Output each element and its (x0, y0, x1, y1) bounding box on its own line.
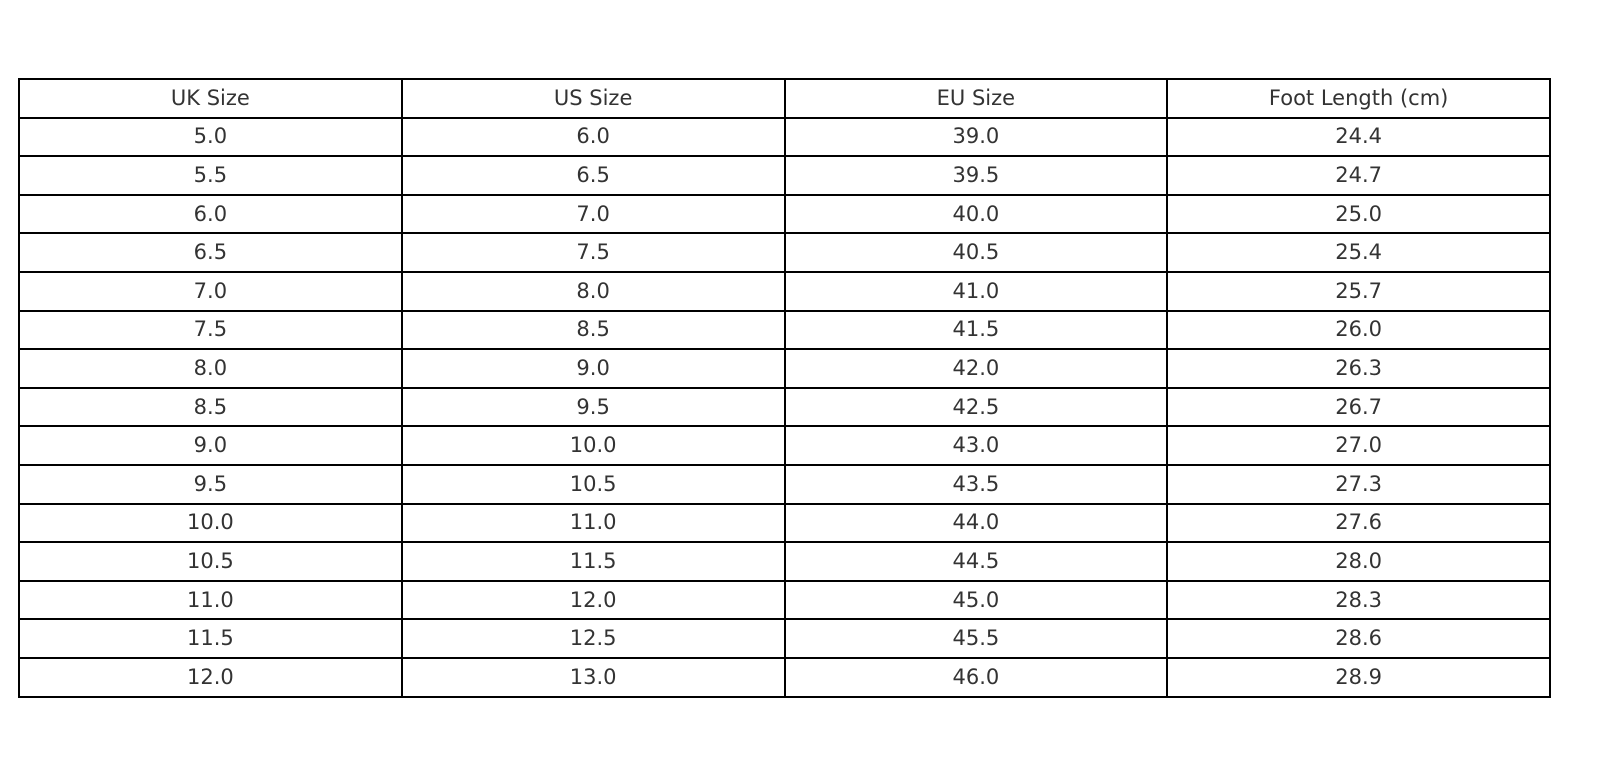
table-cell: 41.5 (783, 309, 1169, 351)
table-cell: 28.0 (1166, 541, 1551, 582)
table-cell: 26.0 (1166, 309, 1551, 351)
table-cell: 11.5 (400, 541, 786, 582)
table-cell: 42.5 (783, 386, 1169, 428)
table-row: 7.0 8.0 41.0 25.7 (18, 270, 1551, 312)
table-cell: 8.0 (18, 348, 403, 389)
table-cell: 24.7 (1166, 155, 1551, 196)
table-cell: 27.3 (1166, 463, 1551, 505)
table-cell: 11.0 (18, 579, 403, 621)
table-cell: 46.0 (783, 656, 1169, 698)
table-cell: 27.0 (1166, 425, 1551, 466)
table-cell: 13.0 (400, 656, 786, 698)
table-cell: 45.0 (783, 579, 1169, 621)
table-cell: 7.5 (400, 232, 786, 273)
table-cell: 8.0 (400, 270, 786, 312)
table-cell: 9.0 (400, 348, 786, 389)
table-row: 6.5 7.5 40.5 25.4 (18, 232, 1551, 273)
table-cell: 7.5 (18, 309, 403, 351)
table-header-row: UK Size US Size EU Size Foot Length (cm) (18, 78, 1551, 119)
table-cell: 42.0 (783, 348, 1169, 389)
table-cell: 40.5 (783, 232, 1169, 273)
table-cell: 9.5 (400, 386, 786, 428)
table-cell: 11.5 (18, 618, 403, 659)
column-header: US Size (400, 78, 786, 119)
table-cell: 6.0 (400, 116, 786, 158)
table-cell: 24.4 (1166, 116, 1551, 158)
table-row: 5.5 6.5 39.5 24.7 (18, 155, 1551, 196)
table-row: 9.5 10.5 43.5 27.3 (18, 463, 1551, 505)
table-cell: 28.9 (1166, 656, 1551, 698)
table-cell: 44.0 (783, 502, 1169, 544)
table-cell: 25.4 (1166, 232, 1551, 273)
table-cell: 10.5 (400, 463, 786, 505)
table-cell: 6.5 (400, 155, 786, 196)
table-cell: 7.0 (18, 270, 403, 312)
table-cell: 12.5 (400, 618, 786, 659)
table-row: 10.5 11.5 44.5 28.0 (18, 541, 1551, 582)
table-cell: 27.6 (1166, 502, 1551, 544)
table-cell: 12.0 (18, 656, 403, 698)
column-header: EU Size (783, 78, 1169, 119)
table-row: 11.5 12.5 45.5 28.6 (18, 618, 1551, 659)
column-header: Foot Length (cm) (1166, 78, 1551, 119)
table-cell: 40.0 (783, 193, 1169, 235)
column-header: UK Size (18, 78, 403, 119)
table-cell: 39.5 (783, 155, 1169, 196)
table-row: 8.5 9.5 42.5 26.7 (18, 386, 1551, 428)
table-cell: 6.5 (18, 232, 403, 273)
table-cell: 7.0 (400, 193, 786, 235)
table-cell: 28.3 (1166, 579, 1551, 621)
table-cell: 9.5 (18, 463, 403, 505)
table-row: 7.5 8.5 41.5 26.0 (18, 309, 1551, 351)
table-cell: 41.0 (783, 270, 1169, 312)
table-cell: 43.5 (783, 463, 1169, 505)
table-cell: 5.0 (18, 116, 403, 158)
table-cell: 25.7 (1166, 270, 1551, 312)
table-cell: 25.0 (1166, 193, 1551, 235)
table-cell: 10.0 (400, 425, 786, 466)
table-cell: 8.5 (400, 309, 786, 351)
table-cell: 10.5 (18, 541, 403, 582)
table-cell: 45.5 (783, 618, 1169, 659)
table-cell: 8.5 (18, 386, 403, 428)
size-conversion-table: UK Size US Size EU Size Foot Length (cm) 5.… (18, 78, 1551, 698)
table-cell: 39.0 (783, 116, 1169, 158)
table-row: 10.0 11.0 44.0 27.6 (18, 502, 1551, 544)
table-cell: 5.5 (18, 155, 403, 196)
table-row: 11.0 12.0 45.0 28.3 (18, 579, 1551, 621)
table-cell: 10.0 (18, 502, 403, 544)
table-cell: 9.0 (18, 425, 403, 466)
table-row: 5.0 6.0 39.0 24.4 (18, 116, 1551, 158)
table-row: 8.0 9.0 42.0 26.3 (18, 348, 1551, 389)
table-cell: 28.6 (1166, 618, 1551, 659)
table-body: 5.0 6.0 39.0 24.4 5.5 6.5 39.5 24.7 6.0 7.0 40.0 25… (18, 116, 1551, 698)
table-cell: 11.0 (400, 502, 786, 544)
table-cell: 26.7 (1166, 386, 1551, 428)
table-row: 12.0 13.0 46.0 28.9 (18, 656, 1551, 698)
table-cell: 26.3 (1166, 348, 1551, 389)
table-cell: 12.0 (400, 579, 786, 621)
table-cell: 44.5 (783, 541, 1169, 582)
table-row: 6.0 7.0 40.0 25.0 (18, 193, 1551, 235)
table-cell: 43.0 (783, 425, 1169, 466)
table-row: 9.0 10.0 43.0 27.0 (18, 425, 1551, 466)
table-cell: 6.0 (18, 193, 403, 235)
